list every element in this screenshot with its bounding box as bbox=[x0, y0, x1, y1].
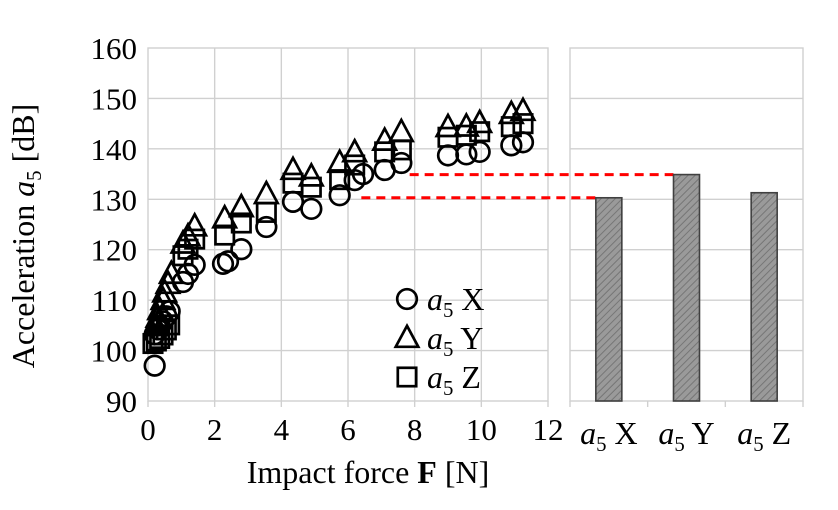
bar-a5-y bbox=[672, 173, 701, 402]
reference-lines-layer bbox=[361, 173, 674, 200]
point-a5-y bbox=[434, 112, 462, 138]
point-a5-z bbox=[230, 212, 252, 234]
y-tick-label-130: 130 bbox=[91, 182, 138, 217]
x-tick-label-6: 6 bbox=[340, 412, 356, 447]
point-a5-z bbox=[455, 124, 477, 146]
point-a5-z bbox=[512, 113, 534, 135]
bar-category-label-a5-y: a5 Y bbox=[658, 415, 714, 456]
point-a5-z bbox=[374, 141, 396, 163]
legend-label-a5-y: a5 Y bbox=[427, 320, 483, 361]
point-a5-x bbox=[143, 354, 166, 377]
y-tick-label-90: 90 bbox=[106, 384, 137, 419]
point-a5-x bbox=[300, 197, 323, 221]
point-a5-y bbox=[279, 154, 307, 181]
bar-a5-x bbox=[595, 196, 623, 402]
y-tick-label-120: 120 bbox=[91, 233, 138, 268]
point-a5-y bbox=[227, 192, 255, 218]
point-a5-z bbox=[155, 319, 177, 341]
point-a5-x bbox=[281, 190, 305, 213]
legend-glyph-a5-y bbox=[393, 322, 421, 349]
point-a5-y bbox=[341, 137, 369, 163]
point-a5-x bbox=[255, 215, 278, 239]
legend-label-a5-x: a5 X bbox=[427, 281, 485, 322]
x-tick-label-2: 2 bbox=[207, 412, 223, 447]
point-a5-z bbox=[172, 245, 194, 267]
point-a5-z bbox=[282, 172, 304, 194]
x-tick-label-8: 8 bbox=[407, 412, 423, 447]
bar-category-label-a5-z: a5 Z bbox=[737, 415, 791, 456]
legend-layer: a5 Xa5 Ya5 Z bbox=[393, 281, 485, 400]
point-a5-x bbox=[216, 250, 240, 273]
point-a5-y bbox=[157, 258, 185, 285]
y-tick-label-140: 140 bbox=[91, 132, 138, 167]
point-a5-x bbox=[390, 151, 413, 175]
y-axis-title: Acceleration a5 [dB] bbox=[5, 104, 46, 369]
y-tick-label-110: 110 bbox=[92, 283, 137, 318]
legend-glyph-a5-x bbox=[395, 287, 419, 311]
x-tick-label-4: 4 bbox=[274, 412, 290, 447]
scatter-series-layer bbox=[142, 95, 537, 377]
point-a5-z bbox=[184, 228, 206, 250]
y-tick-label-160: 160 bbox=[91, 31, 138, 66]
legend-glyph-a5-z bbox=[396, 366, 418, 388]
point-a5-z bbox=[329, 169, 351, 191]
x-tick-label-10: 10 bbox=[466, 412, 497, 447]
point-a5-y bbox=[149, 285, 177, 311]
axis-labels-layer: 90 100 110 120 130 140 150 160 0 2 4 6 8 10 12 Impact f… bbox=[5, 31, 791, 490]
point-a5-x bbox=[455, 143, 478, 166]
point-a5-z bbox=[469, 121, 491, 143]
point-a5-y bbox=[181, 211, 209, 237]
point-a5-y bbox=[297, 161, 325, 187]
bar-series-layer bbox=[595, 173, 778, 402]
legend-label-a5-z: a5 Z bbox=[427, 359, 481, 400]
point-a5-z bbox=[255, 201, 277, 223]
point-a5-z bbox=[500, 116, 522, 138]
x-tick-label-0: 0 bbox=[140, 412, 156, 447]
point-a5-x bbox=[230, 238, 253, 261]
point-a5-z bbox=[159, 314, 181, 336]
y-tick-label-150: 150 bbox=[91, 81, 138, 116]
bar-a5-z bbox=[750, 191, 778, 402]
bar-category-label-a5-x: a5 X bbox=[580, 415, 638, 456]
point-a5-z bbox=[214, 224, 236, 246]
point-a5-y bbox=[509, 95, 537, 122]
x-tick-label-12: 12 bbox=[533, 412, 564, 447]
y-tick-label-100: 100 bbox=[91, 334, 138, 369]
point-a5-x bbox=[328, 184, 351, 207]
point-a5-y bbox=[387, 117, 415, 143]
x-axis-title: Impact force F [N] bbox=[247, 454, 490, 490]
point-a5-z bbox=[344, 154, 366, 176]
point-a5-z bbox=[390, 139, 412, 161]
point-a5-z bbox=[300, 176, 322, 198]
